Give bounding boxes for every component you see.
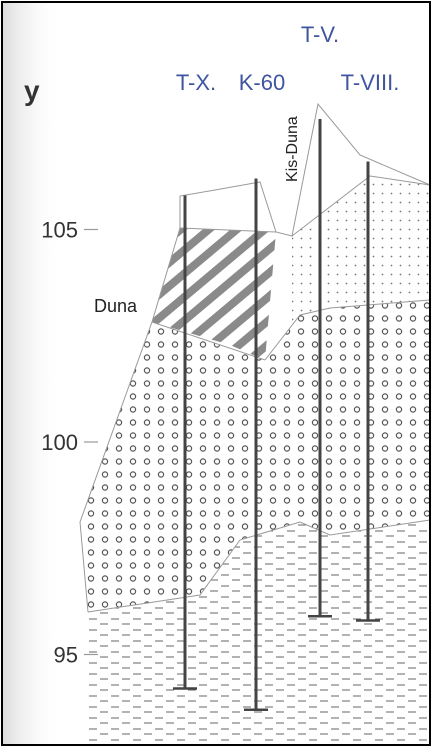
elevation-axis: 105 100 95 [41,218,98,668]
borehole-label-4: T-VIII. [341,70,400,95]
left-edge-line [79,521,89,613]
boundary-lines [79,102,431,613]
fill-top-line [179,227,277,233]
sand-top-line [291,175,431,237]
sand-bottom-line [264,299,431,361]
ground-surface-line [79,102,431,523]
fill-layer [152,228,276,360]
gravel-bottom-line [87,519,431,613]
axis-tick-label-100: 100 [41,430,78,455]
page-shade [2,2,62,745]
boreholes [173,119,380,711]
axis-tick-label-95: 95 [54,643,78,668]
terrain-label-duna: Duna [94,296,138,316]
borehole-label-1: T-X. [176,70,216,95]
borehole-labels: T-X. K-60 T-V.T-VIII. [176,22,400,95]
fine-sand-layer [292,176,430,325]
axis-tick-label-105: 105 [41,218,78,243]
borehole-label-2: K-60 [239,70,285,95]
fill-bottom-line [151,321,266,361]
axis-label: y [24,75,40,106]
borehole-label-3: T-V. [301,22,339,47]
terrain-label-kis-duna: Kis-Duna [284,116,301,182]
